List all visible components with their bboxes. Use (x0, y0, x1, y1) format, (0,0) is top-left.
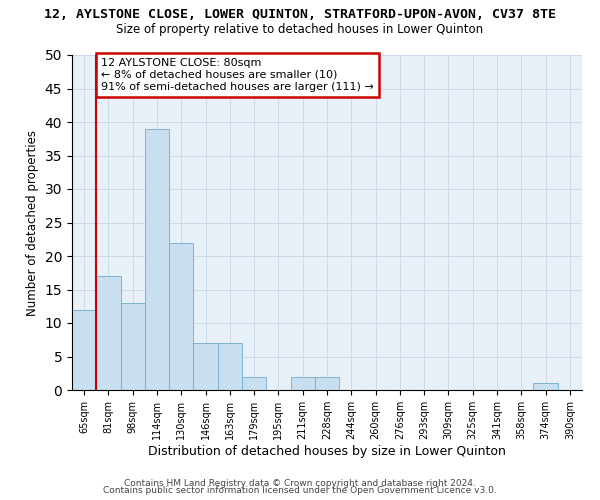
Bar (72, 310, 96, 390)
Bar (533, 384, 558, 390)
Text: 12, AYLSTONE CLOSE, LOWER QUINTON, STRATFORD-UPON-AVON, CV37 8TE: 12, AYLSTONE CLOSE, LOWER QUINTON, STRAT… (44, 8, 556, 20)
X-axis label: Distribution of detached houses by size in Lower Quinton: Distribution of detached houses by size … (148, 444, 506, 458)
Bar (169, 242, 193, 390)
Y-axis label: Number of detached properties: Number of detached properties (26, 130, 39, 316)
Bar (121, 303, 145, 390)
Text: Contains HM Land Registry data © Crown copyright and database right 2024.: Contains HM Land Registry data © Crown c… (124, 478, 476, 488)
Text: 12 AYLSTONE CLOSE: 80sqm
← 8% of detached houses are smaller (10)
91% of semi-de: 12 AYLSTONE CLOSE: 80sqm ← 8% of detache… (101, 58, 374, 92)
Bar (315, 376, 339, 390)
Text: Contains public sector information licensed under the Open Government Licence v3: Contains public sector information licen… (103, 486, 497, 495)
Bar (290, 376, 315, 390)
Text: Size of property relative to detached houses in Lower Quinton: Size of property relative to detached ho… (116, 22, 484, 36)
Bar (218, 343, 242, 390)
Bar (193, 343, 218, 390)
Bar (96, 276, 121, 390)
Bar (145, 128, 169, 390)
Bar (242, 376, 266, 390)
